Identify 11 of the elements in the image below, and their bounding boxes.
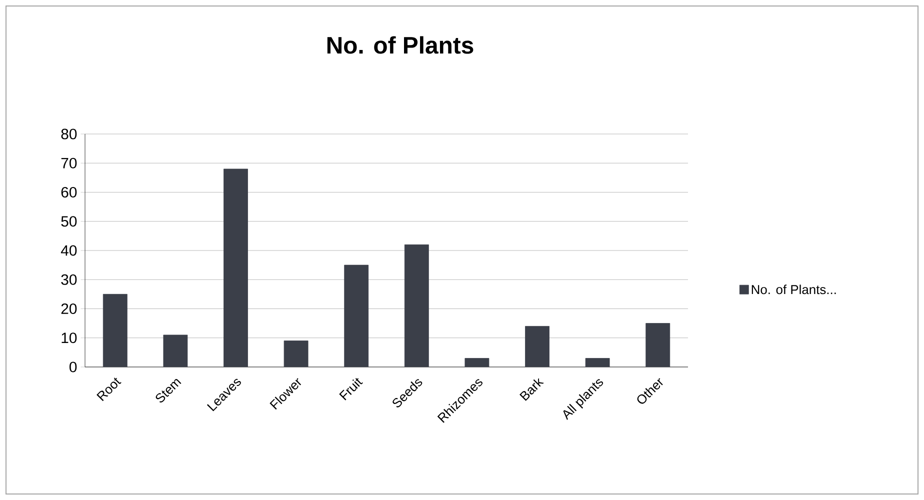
y-tick-label: 60: [61, 186, 77, 198]
y-tick-label: 0: [70, 362, 77, 372]
y-tick-label: 10: [62, 332, 77, 344]
y-tick-label: 40: [60, 245, 77, 256]
y-tick-label: 80: [61, 128, 77, 140]
y-tick-label: 20: [61, 303, 77, 314]
legend-label: No. of Plants...: [752, 284, 836, 294]
y-tick-label: 50: [61, 216, 77, 227]
chart-title: No. of Plants: [327, 36, 474, 54]
y-tick-label: 70: [61, 158, 77, 168]
y-tick-label: 30: [61, 274, 77, 285]
